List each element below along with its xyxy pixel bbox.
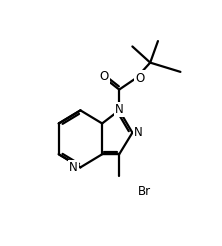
Text: O: O [135, 72, 145, 85]
Text: N: N [134, 126, 143, 139]
Text: N: N [69, 161, 78, 174]
Text: O: O [100, 70, 109, 83]
Text: N: N [115, 103, 124, 116]
Text: Br: Br [138, 185, 151, 198]
